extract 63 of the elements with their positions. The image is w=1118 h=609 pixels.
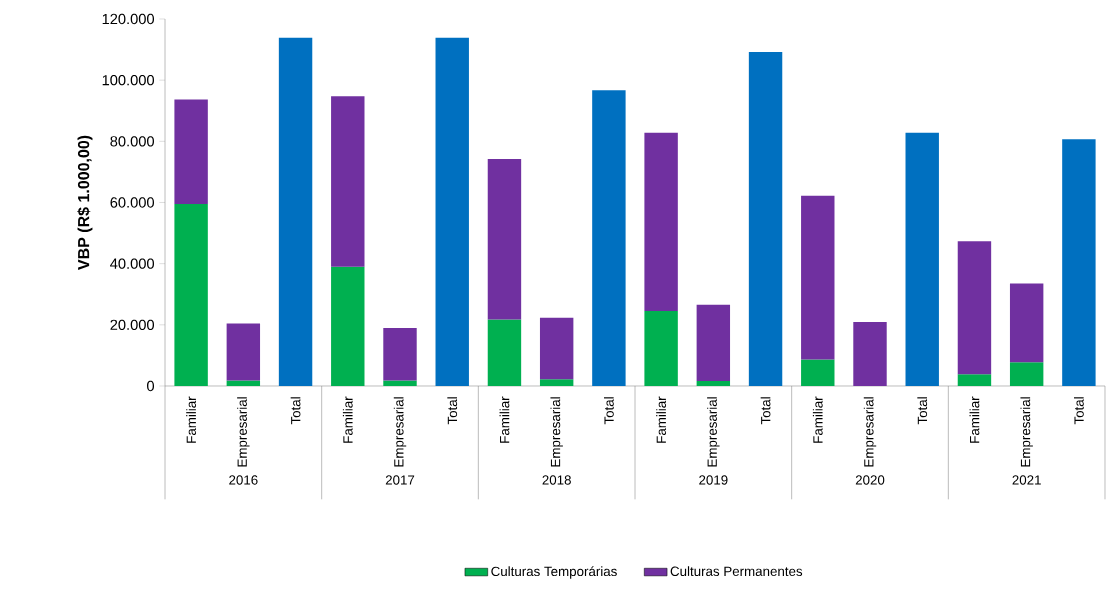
x-tick-label: Familiar [342,396,353,443]
x-tick-label: Empresarial [863,397,877,467]
legend-label: Culturas Temporárias [491,566,617,579]
x-tick-label: Familiar [656,396,666,443]
x-tick-label: Familiar [186,396,197,443]
bar [435,37,469,386]
bar [696,304,731,382]
y-tick-label: 100.000 [102,74,155,86]
bar [487,319,522,386]
bar [853,322,887,386]
x-tick-label: Empresarial [550,397,563,467]
x-tick-label: Empresarial [393,397,407,467]
bar [592,90,626,386]
text: 2020 [855,475,885,485]
bar [383,380,417,386]
x-tick-label: Total [917,397,928,425]
x-tick-label: Familiar [812,396,823,443]
bar [226,380,261,386]
bar [801,195,835,360]
x-tick-label: Familiar [969,396,980,443]
bar [1009,283,1044,363]
x-tick-label: Familiar [499,396,510,443]
y-axis-title: VBP (R$ 1.000,00) [77,135,93,270]
y-tick-label: 60.000 [110,197,155,208]
x-tick-label: Total [1073,397,1084,425]
bar [957,374,992,386]
legend-label: Culturas Permanentes [670,566,803,577]
bar [748,52,783,386]
y-tick-label: 40.000 [110,258,155,269]
bar [644,311,678,386]
bar [487,159,522,320]
y-tick-label: 120.000 [102,13,155,25]
x-tick-label: Total [290,397,301,425]
bar [1009,362,1044,386]
y-tick-label: 20.000 [110,319,155,331]
x-tick-label: Empresarial [707,397,720,467]
bar [696,381,731,386]
bar [278,37,313,386]
bar [539,379,574,386]
text: 2016 [229,475,258,485]
bar [644,132,678,312]
bar [539,317,574,380]
text: 2021 [1012,475,1041,485]
text: 2019 [699,475,728,485]
bar [226,323,261,381]
bar [174,204,208,386]
bar [1062,139,1096,386]
x-tick-label: Total [760,397,771,425]
text: 2018 [542,475,571,485]
bar [174,99,208,205]
bar [905,132,939,386]
y-tick-label: 0 [147,380,155,392]
bar [331,96,365,267]
x-tick-label: Empresarial [1020,397,1033,467]
x-tick-label: Total [604,397,614,425]
text: 2017 [385,475,415,485]
x-tick-label: Empresarial [237,397,250,467]
bar [957,241,992,375]
bar [331,266,365,386]
y-tick-label: 80.000 [110,136,155,147]
bar [383,327,417,381]
bar [801,359,835,386]
x-tick-label: Total [447,397,458,425]
